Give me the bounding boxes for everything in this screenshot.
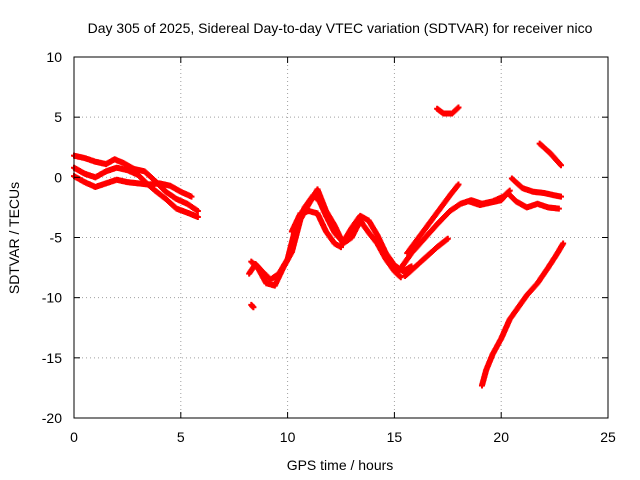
series-sat-c [71, 173, 195, 200]
x-tick-label: 5 [177, 429, 185, 445]
series-sat-b [71, 164, 201, 221]
series-sat-m [434, 104, 462, 117]
x-tick-label: 25 [600, 429, 616, 445]
data-point [558, 193, 565, 200]
y-tick-label: 10 [46, 49, 62, 65]
x-tick-label: 20 [493, 429, 509, 445]
chart-title: Day 305 of 2025, Sidereal Day-to-day VTE… [88, 20, 593, 36]
data-point [194, 208, 201, 215]
series-sat-l [508, 175, 565, 200]
y-tick-label: -5 [50, 230, 63, 246]
y-tick-label: -10 [42, 290, 62, 306]
y-axis-label: SDTVAR / TECUs [6, 182, 22, 294]
y-tick-label: -20 [42, 410, 62, 426]
data-point [250, 304, 257, 311]
data-point [338, 244, 344, 251]
x-tick-label: 15 [387, 429, 403, 445]
series-sat-o [478, 240, 567, 389]
axis-ticks [73, 56, 609, 419]
data-point [560, 240, 567, 247]
data-point [188, 193, 195, 200]
x-tick-label: 0 [70, 429, 78, 445]
x-axis-label: GPS time / hours [287, 457, 394, 473]
grid [74, 57, 608, 418]
x-tick-labels: 0 5 10 15 20 25 [70, 429, 616, 445]
series-sat-d [248, 301, 257, 311]
data-point [397, 274, 404, 281]
series-sat-g [288, 208, 344, 251]
data-point [194, 214, 201, 221]
series-sat-i [402, 235, 451, 280]
data-point [455, 104, 462, 111]
y-tick-label: -15 [42, 350, 62, 366]
data-point [558, 162, 565, 169]
y-tick-labels: -20 -15 -10 -5 0 5 10 [42, 49, 62, 426]
series-sat-k [466, 189, 562, 212]
series-sat-n [536, 140, 565, 169]
series-sat-j [404, 181, 462, 257]
data-point [555, 205, 562, 212]
y-tick-label: 5 [54, 109, 62, 125]
data-point [455, 181, 462, 188]
data-points [71, 104, 567, 389]
data-point [444, 235, 451, 242]
x-tick-label: 10 [280, 429, 296, 445]
y-tick-label: 0 [54, 169, 62, 185]
